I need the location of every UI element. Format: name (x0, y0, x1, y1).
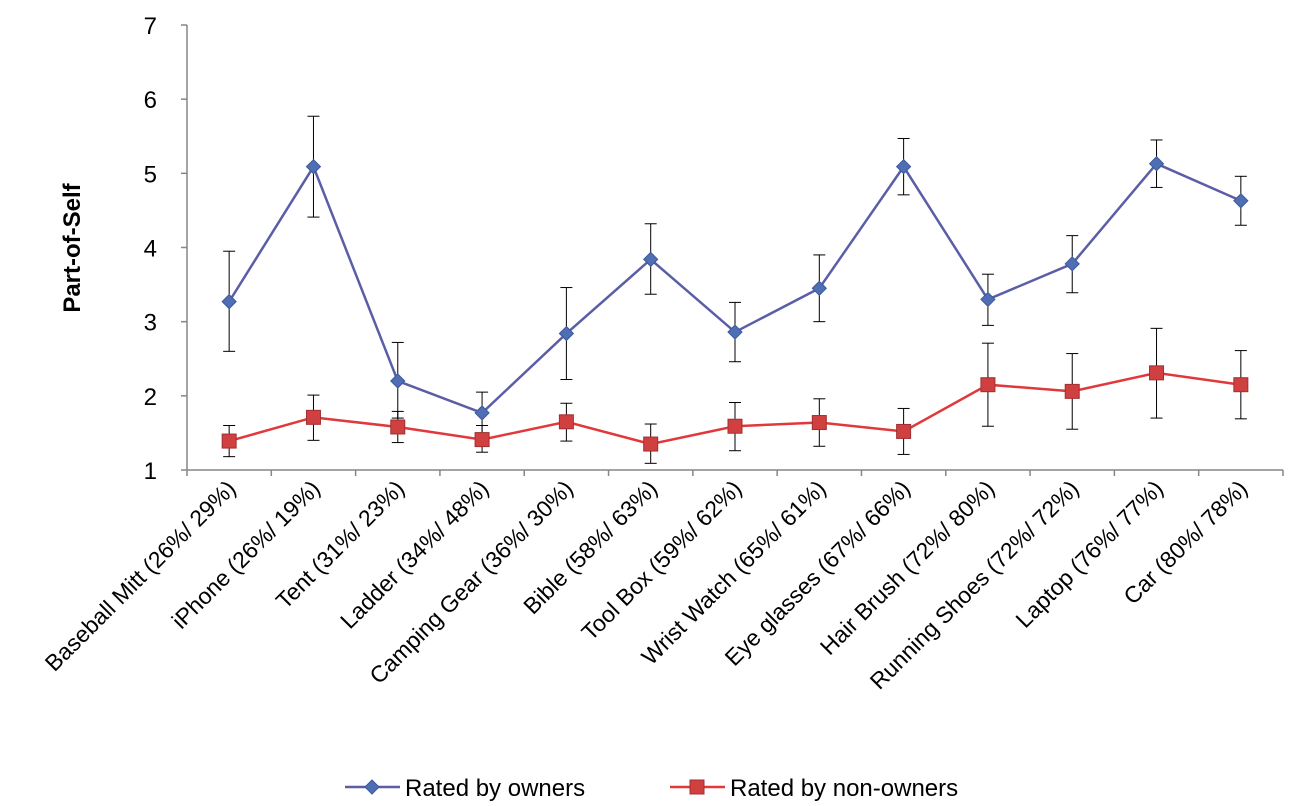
x-category-label: Laptop (76%/ 77%) (1010, 475, 1168, 633)
data-point-diamond (980, 291, 996, 308)
series-2 (221, 327, 1249, 464)
data-point-square (221, 433, 237, 449)
x-category-label: Ladder (34%/ 48%) (335, 475, 494, 634)
data-point-square (474, 432, 490, 448)
data-point-square (1233, 377, 1249, 393)
data-point-square (558, 414, 574, 430)
legend-marker-diamond (364, 779, 380, 795)
legend-item-2: Rated by non-owners (670, 775, 958, 802)
y-tick-label: 7 (144, 13, 157, 40)
data-point-square (980, 377, 996, 393)
data-point-square (1064, 383, 1080, 399)
x-category-label: Tool Box (59%/ 62%) (576, 475, 746, 645)
data-point-diamond (642, 251, 659, 268)
series-line (228, 162, 1242, 415)
data-point-square (305, 409, 321, 425)
y-tick-label: 5 (144, 161, 157, 188)
data-point-square (896, 423, 912, 439)
data-point-square (1149, 365, 1165, 381)
data-point-diamond (474, 405, 490, 421)
legend-label: Rated by owners (405, 775, 585, 802)
data-point-diamond (811, 280, 828, 296)
data-point-diamond (305, 158, 322, 175)
data-point-diamond (558, 325, 575, 342)
data-point-square (390, 419, 406, 435)
y-tick-label: 2 (144, 384, 157, 411)
x-axis-category-labels: Baseball Mitt (26%/ 29%)iPhone (26%/ 19%… (40, 470, 1284, 694)
y-tick-label: 4 (144, 236, 157, 263)
data-point-diamond (1233, 193, 1249, 209)
legend-label: Rated by non-owners (730, 775, 958, 802)
series-layer (221, 115, 1249, 464)
data-point-diamond (221, 293, 237, 310)
y-tick-label: 3 (144, 310, 157, 337)
data-point-diamond (727, 324, 743, 340)
series-1 (221, 115, 1249, 435)
legend-item-1: Rated by owners (345, 775, 585, 802)
legend-marker-square (689, 779, 705, 795)
x-category-label: iPhone (26%/ 19%) (166, 475, 325, 634)
y-axis-title: Part-of-Self (59, 182, 86, 312)
data-point-square (811, 415, 827, 431)
y-tick-label: 1 (144, 458, 157, 485)
data-point-diamond (1064, 256, 1080, 272)
y-axis-ticks: 1 2 3 4 5 6 7 (144, 13, 187, 485)
data-point-square (643, 436, 659, 452)
data-point-square (727, 418, 743, 434)
y-tick-label: 6 (144, 87, 157, 114)
data-point-diamond (390, 373, 406, 389)
legend: Rated by owners Rated by non-owners (345, 775, 958, 802)
data-point-diamond (895, 158, 912, 175)
data-point-diamond (1148, 155, 1165, 172)
